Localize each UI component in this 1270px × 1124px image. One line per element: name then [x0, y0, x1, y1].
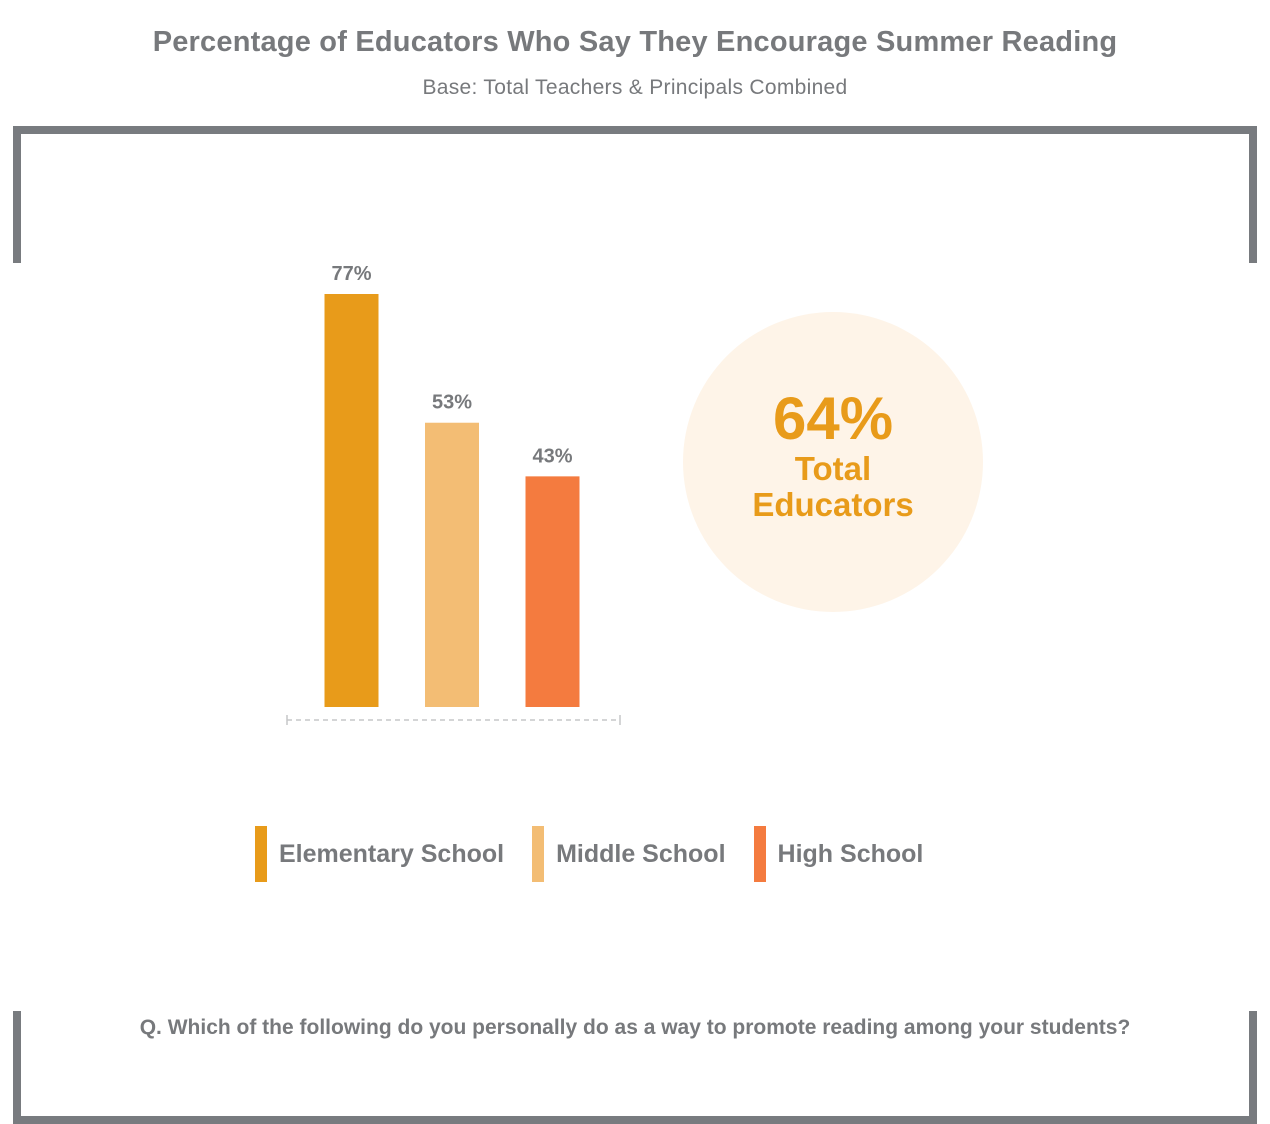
- chart-title: Percentage of Educators Who Say They Enc…: [152, 26, 1118, 58]
- top-frame-right-edge: [1249, 126, 1257, 263]
- bar-middle-school: [425, 422, 479, 707]
- legend: Elementary School Middle School High Sch…: [255, 826, 951, 882]
- survey-question: Q. Which of the following do you persona…: [139, 1016, 1131, 1039]
- bar-chart: 77% 53% 43%: [286, 263, 621, 725]
- legend-label-high: High School: [777, 839, 924, 868]
- chart-subtitle: Base: Total Teachers & Principals Combin…: [422, 76, 848, 99]
- bar-value-label-elementary-school: 77%: [331, 263, 371, 285]
- legend-swatch-middle: [532, 826, 545, 882]
- bar-high-school: [525, 476, 580, 707]
- bottom-frame-left-edge: [13, 1011, 21, 1124]
- bottom-frame-right-edge: [1249, 1011, 1257, 1124]
- bar-value-label-middle-school: 53%: [432, 392, 472, 414]
- top-frame-left-edge: [13, 126, 21, 263]
- legend-swatch-high: [753, 826, 766, 882]
- callout-value: 64%: [772, 385, 894, 452]
- legend-label-elementary: Elementary School: [279, 839, 505, 868]
- legend-item-elementary: Elementary School: [255, 826, 504, 882]
- bar-elementary-school: [324, 294, 379, 707]
- bar-value-label-high-school: 43%: [532, 445, 572, 467]
- legend-swatch-elementary: [255, 826, 267, 882]
- bottom-frame-line: [13, 1116, 1257, 1124]
- total-educators-callout: 64% Total Educators: [683, 312, 983, 612]
- legend-label-middle: Middle School: [556, 839, 726, 868]
- callout-label: Total Educators: [752, 450, 914, 523]
- bars-group: [324, 294, 580, 707]
- legend-item-middle: Middle School: [532, 826, 726, 882]
- legend-item-high: High School: [753, 826, 924, 882]
- top-frame-line: [13, 126, 1257, 134]
- value-labels-group: 77% 53% 43%: [331, 263, 572, 467]
